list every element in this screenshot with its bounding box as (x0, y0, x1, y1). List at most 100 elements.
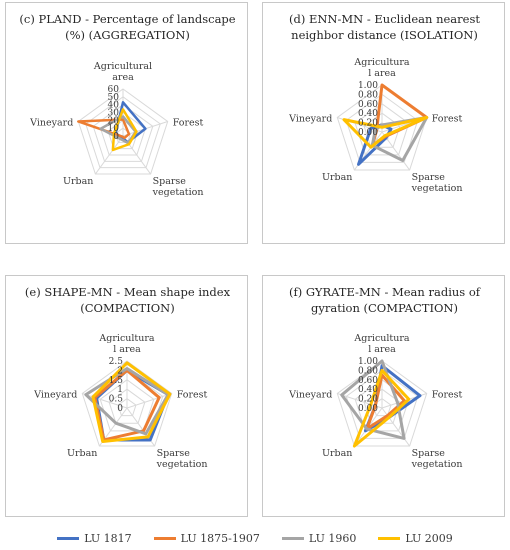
category-label-line: Sparse (412, 448, 446, 459)
category-label-line: vegetation (411, 459, 463, 470)
category-label: Vineyard (288, 389, 332, 400)
category-label-line: vegetation (411, 183, 463, 194)
series-line (340, 359, 406, 440)
category-label: Vineyard (288, 113, 332, 124)
category-label-line: Sparse (157, 448, 191, 459)
legend-label: LU 1817 (84, 531, 132, 545)
category-label: Vineyard (33, 389, 77, 400)
category-label-line: Forest (432, 389, 463, 400)
category-label-line: Urban (322, 172, 352, 183)
series-line (77, 118, 131, 140)
category-label: Agricultura l area (98, 333, 154, 355)
tick-label: 1.5 (109, 376, 124, 386)
category-label-line: vegetation (152, 187, 204, 198)
legend-swatch (378, 536, 401, 540)
category-label-line: Agricultura (98, 333, 154, 344)
panel-d: (d) ENN-MN - Euclidean nearest neighbor … (262, 2, 505, 244)
tick-label: 0.5 (109, 395, 124, 405)
category-label: Sparse vegetation (411, 448, 463, 470)
grid-ring (92, 104, 154, 162)
series-line (357, 123, 393, 166)
category-label-line: Vineyard (288, 113, 332, 124)
radar-chart: 0.000.200.400.600.801.00 Agricultura l are… (288, 57, 463, 194)
tick-label: 60 (108, 85, 120, 95)
category-label-line: l area (368, 344, 396, 355)
category-label-line: Forest (173, 117, 204, 128)
grid-ring (81, 360, 173, 447)
category-label: Sparse vegetation (152, 176, 204, 198)
category-label: Urban (63, 176, 93, 187)
legend-item: LU 1960 (281, 532, 356, 545)
category-label-line: Forest (177, 389, 208, 400)
chart-title: (e) SHAPE-MN - Mean shape index (COMPACT… (24, 285, 231, 315)
grid-ring (336, 360, 428, 447)
panel-c: (c) PLAND - Percentage of landscape (%) … (5, 2, 248, 244)
category-label: Forest (432, 113, 463, 124)
tick-label: 50 (108, 93, 120, 103)
category-label: Forest (173, 117, 204, 128)
category-label-line: Forest (432, 113, 463, 124)
tick-label: 0.20 (358, 395, 378, 405)
tick-label: 0.40 (358, 385, 378, 395)
category-label: Sparse vegetation (156, 448, 208, 470)
tick-label: 1 (117, 385, 123, 395)
grid-spoke (82, 393, 128, 409)
tick-label: 1.00 (358, 81, 378, 91)
tick-label: 20 (108, 116, 120, 126)
grid-spoke (94, 135, 124, 175)
grid-ring (345, 369, 419, 439)
category-label-line: vegetation (156, 459, 208, 470)
category-label-line: Agricultural (93, 61, 152, 72)
chart-legend: LU 1817 LU 1875-1907 LU 1960 LU 2009 (0, 530, 510, 546)
radar-chart: 0.000.200.400.600.801.00 Agricultura l are… (288, 333, 463, 470)
category-label-line: Vineyard (29, 117, 73, 128)
grid-ring (108, 388, 146, 424)
tick-label: 2 (117, 366, 123, 376)
series-line (93, 368, 161, 442)
chart-title: (c) PLAND - Percentage of landscape (%) … (19, 12, 236, 42)
tick-label: 0.80 (358, 366, 378, 376)
legend-label: LU 2009 (405, 531, 453, 545)
grid-spoke (126, 393, 172, 409)
category-label-line: Urban (63, 176, 93, 187)
grid-ring (77, 88, 169, 175)
category-label-line: Sparse (412, 172, 446, 183)
series-line (365, 373, 406, 431)
tick-label: 0.00 (358, 404, 378, 414)
category-label-line: Urban (322, 448, 352, 459)
chart-title: (d) ENN-MN - Euclidean nearest neighbor … (288, 12, 480, 42)
legend-label: LU 1875-1907 (180, 531, 260, 545)
tick-label: 30 (108, 109, 120, 119)
category-label-line: Vineyard (288, 389, 332, 400)
series-line (370, 83, 429, 147)
category-label-line: l area (368, 68, 396, 79)
category-label-line: area (112, 72, 134, 83)
chart-title: (f) GYRATE-MN - Mean radius of gyration … (288, 285, 481, 315)
tick-label: 2.5 (109, 357, 124, 367)
tick-label: 40 (108, 101, 120, 111)
tick-label: 0.00 (358, 128, 378, 138)
category-label: Forest (432, 389, 463, 400)
series-line (352, 368, 411, 448)
category-label: Sparse vegetation (411, 172, 463, 194)
category-label: Agricultura l area (353, 57, 409, 79)
category-label-line: Agricultura (353, 333, 409, 344)
tick-label: 0.40 (358, 109, 378, 119)
tick-label: 0 (117, 404, 123, 414)
legend-swatch (281, 536, 304, 540)
category-label: Agricultura l area (353, 333, 409, 355)
category-label-line: l area (113, 344, 141, 355)
tick-label: 0.60 (358, 376, 378, 386)
grid-spoke (381, 407, 411, 447)
radar-chart: 00.511.522.5 Agricultura l area Forest Spars… (33, 333, 208, 470)
category-label: Urban (67, 448, 97, 459)
tick-label: 0.20 (358, 119, 378, 129)
series-line (84, 367, 170, 436)
tick-label: 0.60 (358, 100, 378, 110)
grid-ring (85, 96, 161, 169)
grid-ring (117, 397, 137, 417)
panel-e: (e) SHAPE-MN - Mean shape index (COMPACT… (5, 275, 248, 517)
category-label: Vineyard (29, 117, 73, 128)
legend-swatch (57, 536, 80, 540)
tick-label: 1.00 (358, 357, 378, 367)
